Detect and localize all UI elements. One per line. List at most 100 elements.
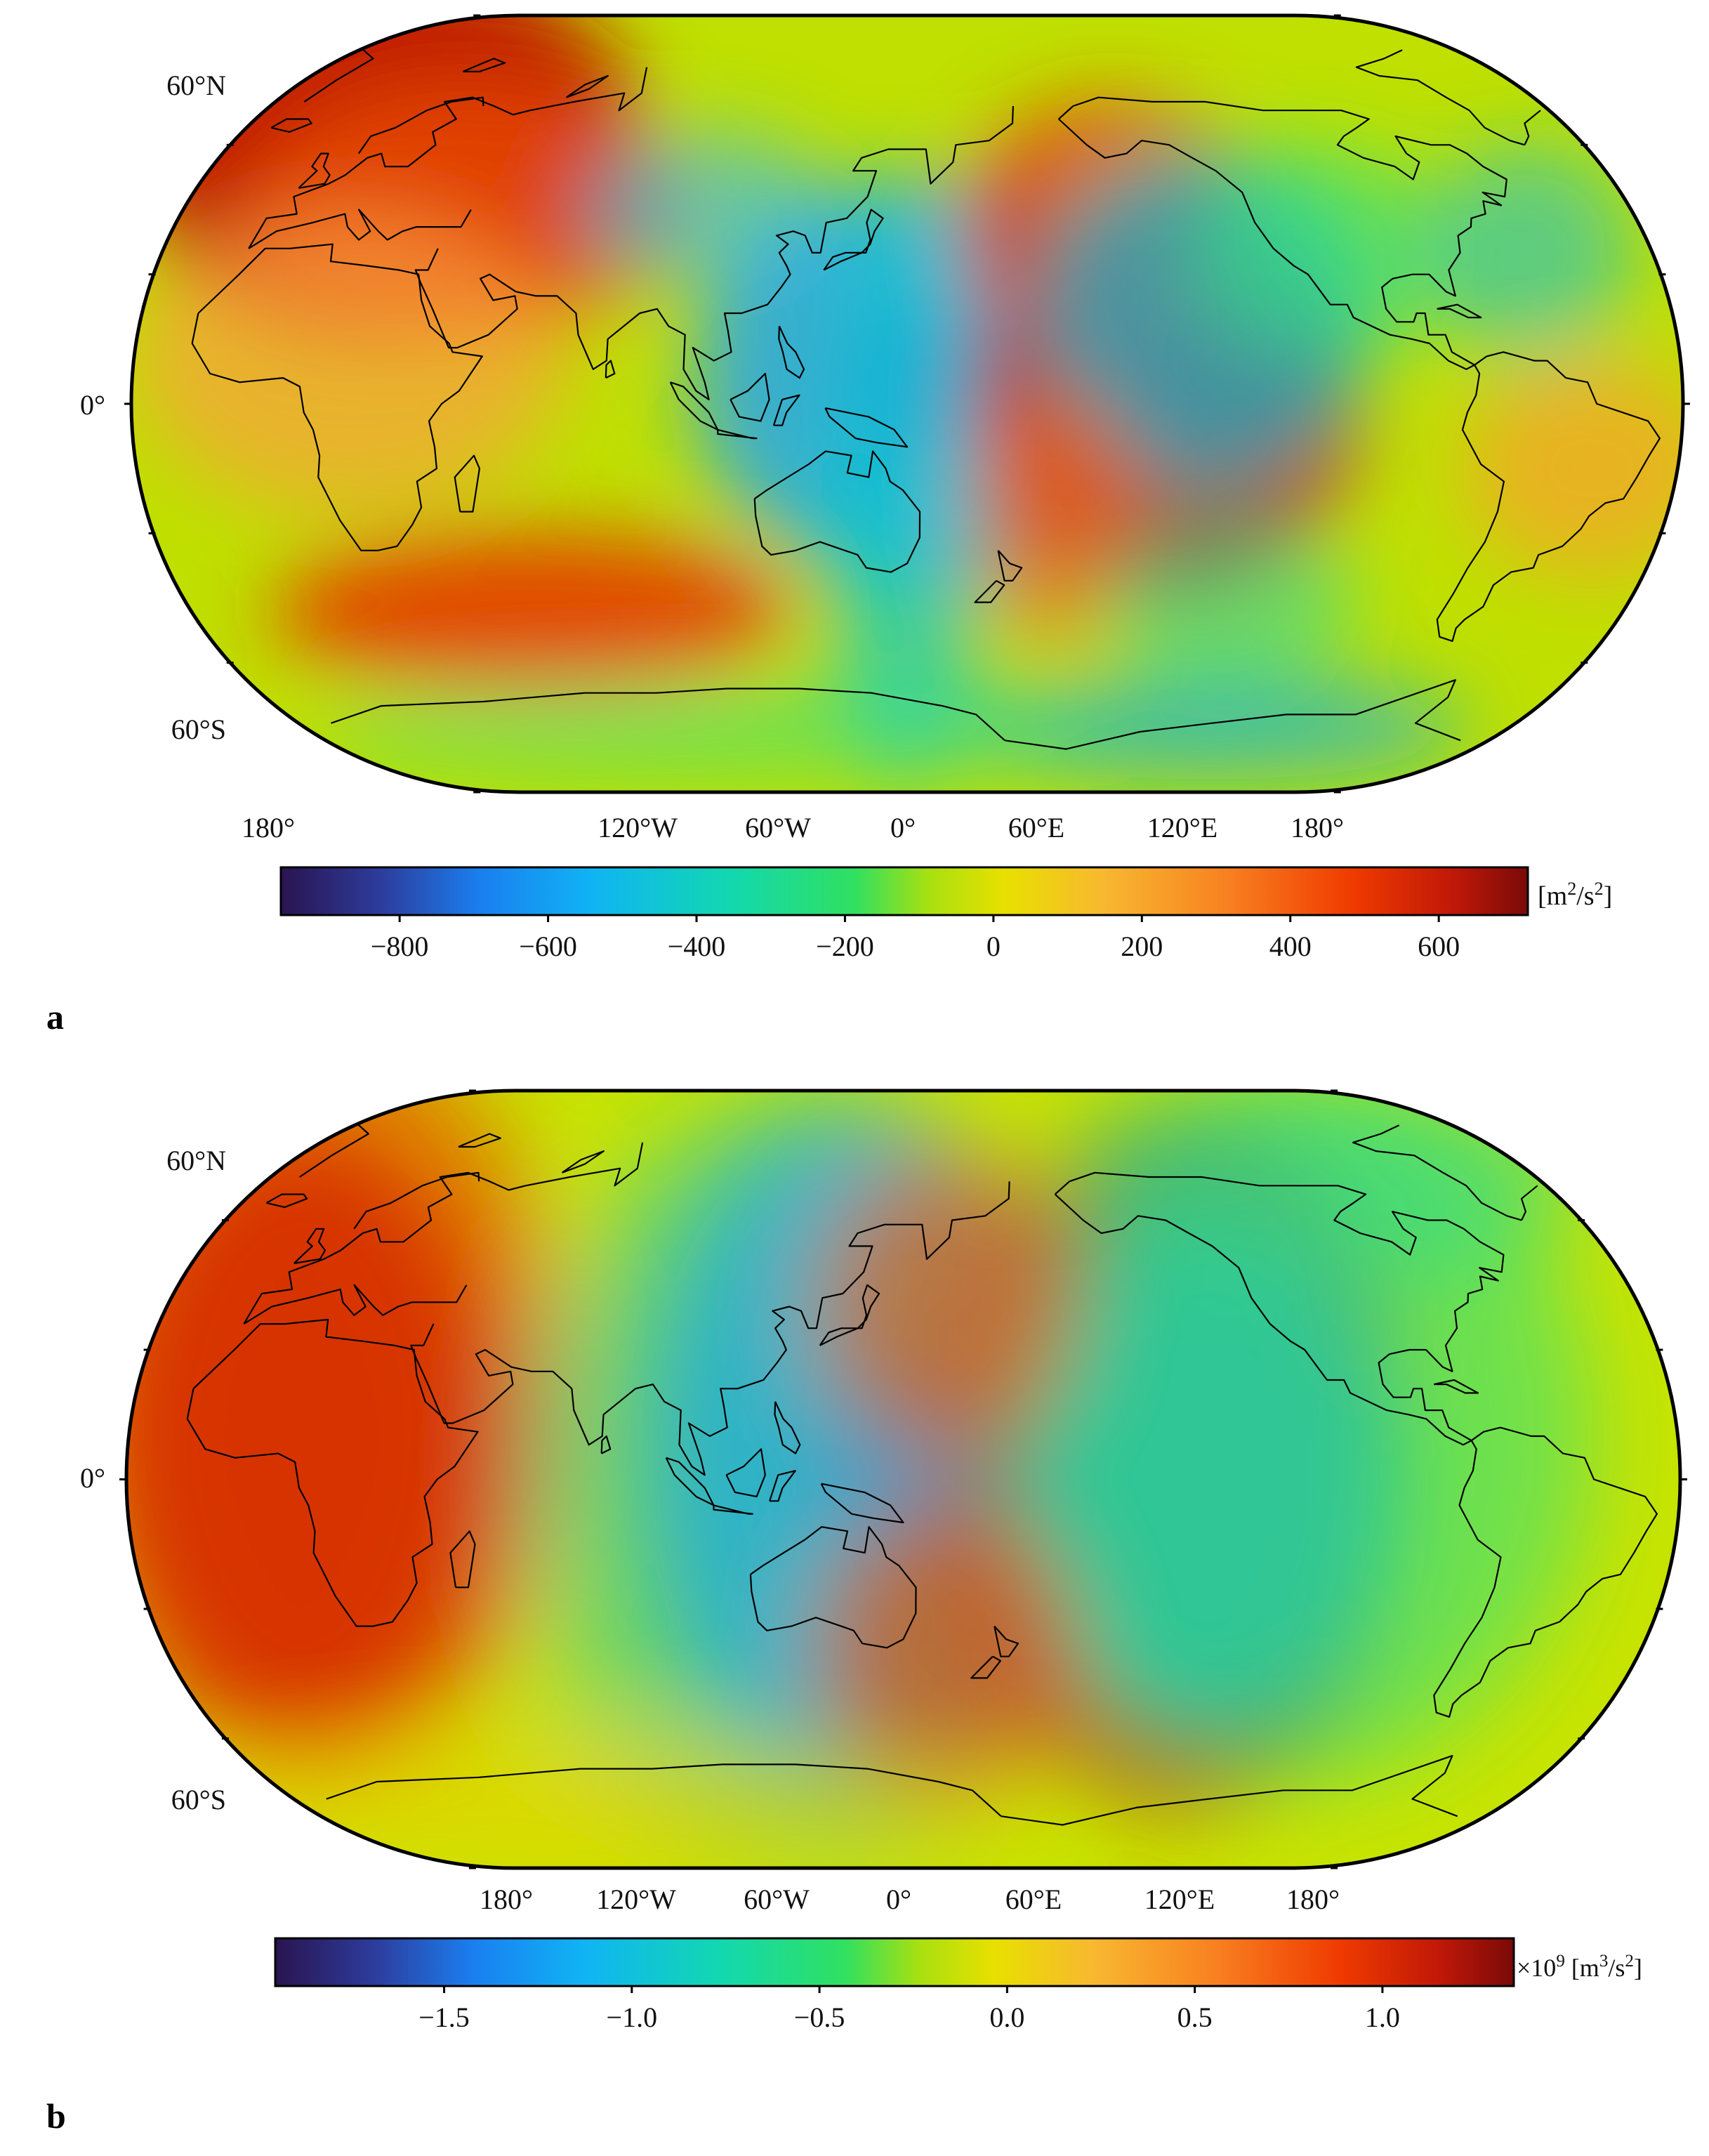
colorbar-tick-label: 400 <box>1269 931 1312 962</box>
lon-label: 60°E <box>1005 1884 1062 1915</box>
colorbar-tick-label: −1.0 <box>607 2001 658 2033</box>
colorbar-a-unit: [m2/s2] <box>1538 879 1612 911</box>
lon-label: 120°E <box>1144 1884 1215 1915</box>
coastline <box>191 243 483 551</box>
map-field-b <box>126 1091 1681 1868</box>
coastline <box>299 1120 369 1178</box>
lat-label-60n: 60°N <box>166 1145 226 1176</box>
coastlines-a <box>191 45 1661 750</box>
colorbar-b-unit: ×109 [m3/s2] <box>1517 1952 1642 1982</box>
field-anomaly <box>814 1155 1074 1458</box>
coastline <box>331 688 1005 742</box>
panel-b: 60°N 0° 60°S 180° 120°W 60°W 0° 60°E 120… <box>46 1089 1687 2136</box>
colorbar-tick-label: −200 <box>816 931 874 962</box>
coastline <box>772 394 800 426</box>
coastline <box>248 67 648 249</box>
lon-label: 120°E <box>1147 812 1218 843</box>
colorbar-tick-label: −800 <box>371 931 429 962</box>
lat-label-0: 0° <box>80 1462 105 1494</box>
colorbar-a-ramp <box>279 866 1529 916</box>
coastline <box>730 372 770 422</box>
coastline <box>270 118 312 133</box>
coastline <box>454 454 480 513</box>
lon-label: 60°W <box>745 812 811 843</box>
field-anomaly <box>1190 145 1449 361</box>
coastline <box>357 96 484 155</box>
coastline <box>293 1228 326 1265</box>
coastline <box>753 450 921 573</box>
coastline <box>186 1318 479 1627</box>
panel-letter-a: a <box>46 997 64 1037</box>
lat-label-60n: 60°N <box>166 70 226 101</box>
lon-label: 60°E <box>1008 812 1064 843</box>
field-anomaly <box>821 188 994 792</box>
coastline <box>970 1655 1001 1679</box>
field-anomaly <box>1462 360 1683 577</box>
coastline <box>458 1133 501 1148</box>
field-anomaly <box>951 676 1468 780</box>
coastline <box>414 105 1014 400</box>
lat-ticks-a <box>124 14 1690 794</box>
coastline <box>823 209 884 271</box>
coastline <box>717 428 758 440</box>
coastline <box>248 209 472 249</box>
lat-label-60s: 60°S <box>171 1784 226 1815</box>
lon-label: 180° <box>1286 1884 1340 1915</box>
lon-label: 120°W <box>598 812 678 843</box>
coastline <box>713 1504 753 1515</box>
colorbar-tick-label: 0 <box>987 931 1001 962</box>
colorbar-tick-label: 0.5 <box>1177 2001 1213 2033</box>
field-anomaly <box>126 1091 567 1782</box>
colorbar-tick-label: −400 <box>668 931 726 962</box>
colorbar-b: −1.5 −1.0 −0.5 0.0 0.5 1.0 ×109 [m3/s2] <box>274 1937 1642 2033</box>
coastline <box>265 1193 308 1209</box>
lon-label: 180° <box>1291 812 1344 843</box>
coastline <box>1355 49 1525 146</box>
field-anomaly <box>169 1738 1033 1868</box>
field-anomaly <box>133 209 565 512</box>
coastline <box>1437 303 1482 319</box>
coastline <box>1352 1124 1522 1221</box>
colorbar-tick-label: −1.5 <box>418 2001 470 2033</box>
lon-label: 0° <box>886 1884 911 1915</box>
coastline <box>778 325 805 379</box>
coastlines-b <box>186 1120 1658 1826</box>
lon-label: 60°W <box>744 1884 810 1915</box>
coastline <box>819 1284 880 1346</box>
coastline <box>820 1483 904 1524</box>
coastline <box>462 58 506 72</box>
lon-label: 120°W <box>596 1884 676 1915</box>
lat-label-60s: 60°S <box>171 714 226 745</box>
coastline <box>1004 679 1461 750</box>
colorbar-tick-label: 1.0 <box>1365 2001 1400 2033</box>
field-anomaly <box>317 684 1094 771</box>
map-field-a <box>131 15 1683 792</box>
coastline <box>449 1530 476 1589</box>
colorbar-tick-label: 200 <box>1121 931 1163 962</box>
coastline <box>243 1284 468 1325</box>
colorbar-b-ramp <box>274 1937 1515 1987</box>
coastline <box>994 1625 1019 1657</box>
coastline <box>410 1181 1010 1476</box>
panel-letter-b: b <box>46 2096 66 2136</box>
colorbar-a: −800 −600 −400 −200 0 200 400 600 [m2/s2] <box>279 866 1612 962</box>
coastline <box>561 1150 605 1174</box>
coastline <box>600 1435 612 1454</box>
panel-a: 60°N 0° 60°S 180° 120°W 60°W 0° 60°E 120… <box>46 13 1690 1037</box>
map-frame-b <box>124 1089 1682 1870</box>
map-frame-a <box>129 13 1685 794</box>
coastline <box>1524 110 1541 145</box>
coastline <box>769 1470 796 1502</box>
coastline <box>1433 1379 1479 1394</box>
coastline <box>725 1448 766 1498</box>
coastline <box>565 74 609 98</box>
coastline <box>1001 1755 1458 1826</box>
coastline <box>243 1142 644 1325</box>
colorbar-tick-label: −600 <box>519 931 577 962</box>
lat-ticks-b <box>119 1089 1687 1869</box>
field-anomaly <box>814 1501 1074 1803</box>
colorbar-tick-label: 600 <box>1418 931 1460 962</box>
coastline <box>824 407 909 448</box>
coastline <box>605 360 616 379</box>
